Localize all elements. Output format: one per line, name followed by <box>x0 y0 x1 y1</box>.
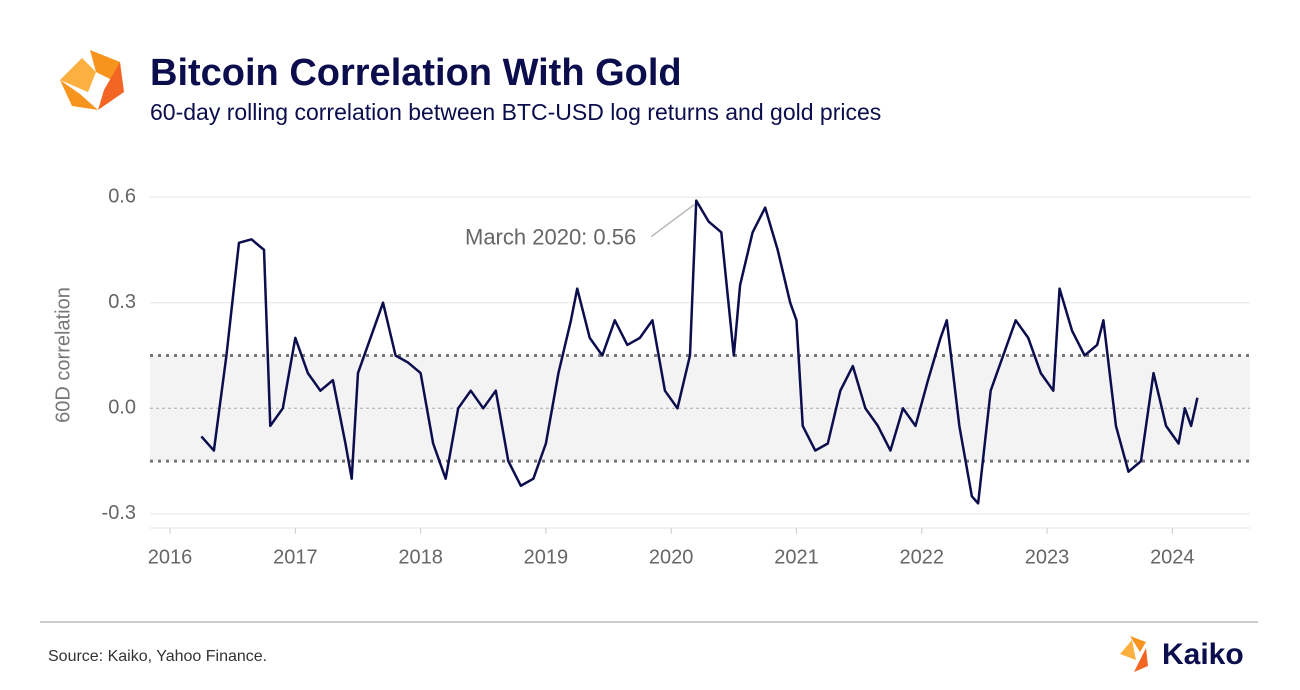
y-tick-label: 0.0 <box>108 397 136 419</box>
x-tick-label: 2018 <box>398 546 443 568</box>
annotation-text: March 2020: 0.56 <box>465 224 636 249</box>
x-tick-label: 2024 <box>1150 546 1195 568</box>
x-tick-label: 2016 <box>148 546 193 568</box>
reference-band <box>150 355 1250 462</box>
x-tick-label: 2017 <box>273 546 318 568</box>
brand-logo <box>1120 636 1148 672</box>
x-tick-label: 2023 <box>1025 546 1070 568</box>
x-tick-label: 2020 <box>649 546 694 568</box>
y-tick-label: 0.3 <box>108 291 136 313</box>
y-tick-label: 0.6 <box>108 185 136 207</box>
chart-subtitle: 60-day rolling correlation between BTC-U… <box>150 99 881 125</box>
annotation-leader <box>650 204 695 238</box>
logo <box>60 50 124 110</box>
y-axis-label: 60D correlation <box>52 287 74 423</box>
series-line <box>200 199 1199 505</box>
y-tick-label: -0.3 <box>102 502 136 524</box>
x-tick-label: 2019 <box>524 546 569 568</box>
x-tick-label: 2021 <box>774 546 819 568</box>
chart-title: Bitcoin Correlation With Gold <box>150 52 682 94</box>
x-tick-label: 2022 <box>900 546 945 568</box>
source-note: Source: Kaiko, Yahoo Finance. <box>48 648 267 665</box>
brand-name: Kaiko <box>1162 638 1244 671</box>
